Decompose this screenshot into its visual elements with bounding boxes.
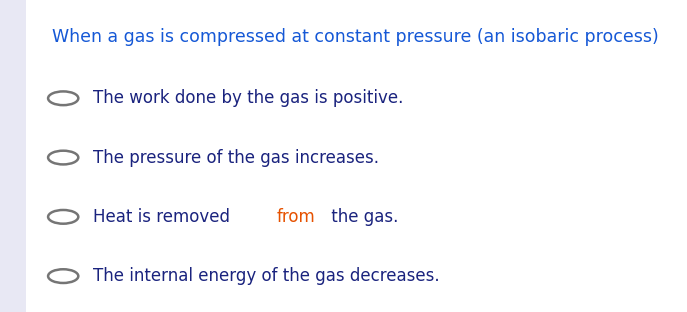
- Text: When a gas is compressed at constant pressure (an isobaric process): When a gas is compressed at constant pre…: [52, 28, 658, 46]
- Text: from: from: [276, 208, 315, 226]
- Text: the gas.: the gas.: [326, 208, 398, 226]
- Text: The work done by the gas is positive.: The work done by the gas is positive.: [93, 89, 403, 107]
- Text: The internal energy of the gas decreases.: The internal energy of the gas decreases…: [93, 267, 440, 285]
- Text: The pressure of the gas increases.: The pressure of the gas increases.: [93, 149, 379, 167]
- Text: Heat is removed: Heat is removed: [93, 208, 235, 226]
- FancyBboxPatch shape: [0, 0, 26, 312]
